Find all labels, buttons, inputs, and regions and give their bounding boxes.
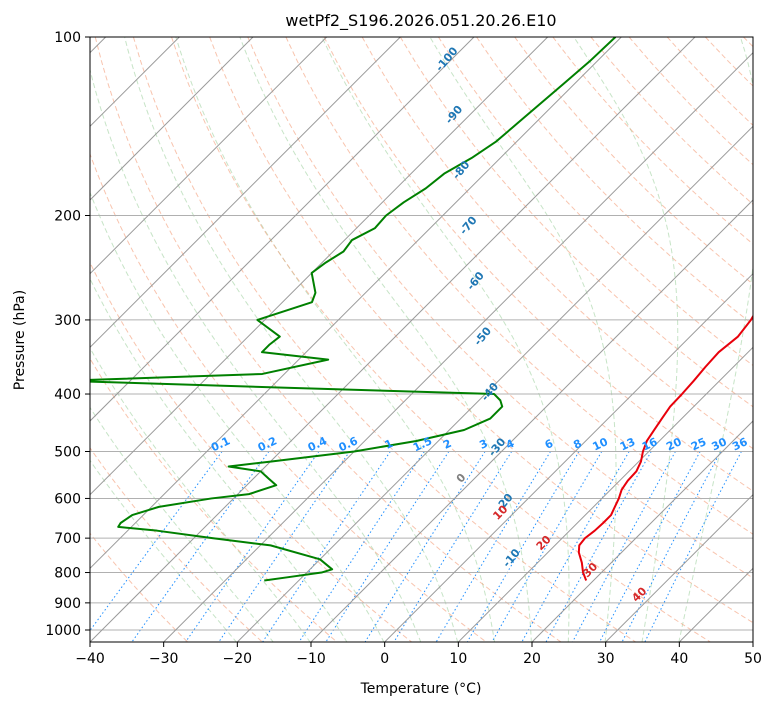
moist-adiabat xyxy=(90,459,237,642)
dry-adiabat xyxy=(90,152,488,642)
x-tick-label: 40 xyxy=(670,651,688,667)
y-tick-label: 800 xyxy=(54,566,81,582)
mixing-ratio-line xyxy=(621,451,722,642)
x-axis-title: Temperature (°C) xyxy=(360,681,482,697)
dewpoint-line xyxy=(90,37,617,582)
isotherm-line xyxy=(90,37,401,349)
isotherm-line xyxy=(457,346,753,642)
series-layer xyxy=(90,37,753,582)
isotherm-line xyxy=(162,51,753,642)
chart-title: wetPf2_S196.2026.051.20.26.E10 xyxy=(285,11,556,31)
isotherm-line xyxy=(90,37,475,422)
pressure-gridlines xyxy=(90,37,753,631)
mixing-ratio-line xyxy=(131,451,270,642)
dry-adiabat xyxy=(90,261,413,642)
isotherm-line xyxy=(90,37,254,201)
isotherm-line xyxy=(236,125,753,642)
isotherm-line xyxy=(90,37,696,642)
isotherm-line xyxy=(90,37,328,275)
mixing-ratio-line xyxy=(184,451,320,642)
y-axis: 100 200 300 400 500 600 700 800 900 1000 xyxy=(45,30,90,639)
isotherm-line xyxy=(604,493,753,642)
moist-adiabat xyxy=(124,37,459,642)
y-tick-label: 600 xyxy=(54,491,81,507)
y-axis-title: Pressure (hPa) xyxy=(12,290,28,390)
isotherm-line xyxy=(90,37,549,496)
y-tick-label: 1000 xyxy=(45,623,81,639)
moist-adiabat xyxy=(90,406,274,642)
mixing-ratio-line xyxy=(599,451,701,642)
isotherm-line xyxy=(383,272,753,642)
mixing-ratio-label: 13 xyxy=(618,435,637,453)
moist-adiabat xyxy=(90,67,422,642)
dry-adiabat xyxy=(323,37,753,492)
y-tick-label: 900 xyxy=(54,596,81,612)
x-tick-label: −40 xyxy=(75,651,105,667)
temperature-line xyxy=(577,314,753,581)
moist-adiabat xyxy=(239,37,532,642)
moist-adiabat xyxy=(573,37,679,642)
mixing-ratio-label: 10 xyxy=(591,435,611,453)
isotherm-line xyxy=(310,199,753,642)
x-tick-label: 50 xyxy=(744,651,762,667)
mixing-ratio-line xyxy=(298,451,425,642)
skewed-isotherms xyxy=(90,37,753,642)
moist-adiabat xyxy=(678,37,753,642)
x-axis: −40 −30 −20 −10 0 10 20 30 40 50 xyxy=(75,642,762,667)
mixing-ratio-label: 25 xyxy=(689,435,708,453)
x-tick-label: 0 xyxy=(380,651,389,667)
mixing-ratio-line xyxy=(571,451,676,642)
mixing-ratio-label: 36 xyxy=(730,435,750,453)
y-tick-label: 400 xyxy=(54,387,81,403)
dry-adiabat xyxy=(247,37,753,579)
x-tick-label: −30 xyxy=(149,651,179,667)
x-tick-label: −10 xyxy=(296,651,326,667)
y-tick-label: 500 xyxy=(54,444,81,460)
mixing-ratio-line xyxy=(325,451,450,642)
dry-adiabat xyxy=(285,37,753,535)
y-tick-label: 100 xyxy=(54,30,81,46)
moist-adiabat xyxy=(429,37,617,642)
mixing-ratio-label: 30 xyxy=(709,435,729,453)
dry-adiabat xyxy=(132,37,637,642)
x-tick-label: 10 xyxy=(449,651,467,667)
y-tick-label: 200 xyxy=(54,209,81,225)
y-tick-label: 700 xyxy=(54,531,81,547)
isotherm-line xyxy=(531,420,753,642)
mixing-ratio-label: 16 xyxy=(640,435,660,453)
x-tick-label: −20 xyxy=(223,651,253,667)
x-tick-label: 30 xyxy=(597,651,615,667)
mixing-ratio-line xyxy=(261,451,391,642)
plot-frame xyxy=(89,36,754,643)
x-tick-label: 20 xyxy=(523,651,541,667)
moist-adiabat xyxy=(321,37,570,642)
isotherm-line xyxy=(90,37,622,570)
y-tick-label: 300 xyxy=(54,313,81,329)
plot-area: 0.1 0.2 0.4 0.6 1 1.5 2 3 4 6 8 10 13 16 20 25 30 36-100-… xyxy=(90,37,753,642)
mixing-ratio-label: 20 xyxy=(664,435,684,453)
mixing-ratio-line xyxy=(393,451,513,642)
moist-adiabat xyxy=(175,37,496,642)
moist-adiabat xyxy=(90,277,348,642)
